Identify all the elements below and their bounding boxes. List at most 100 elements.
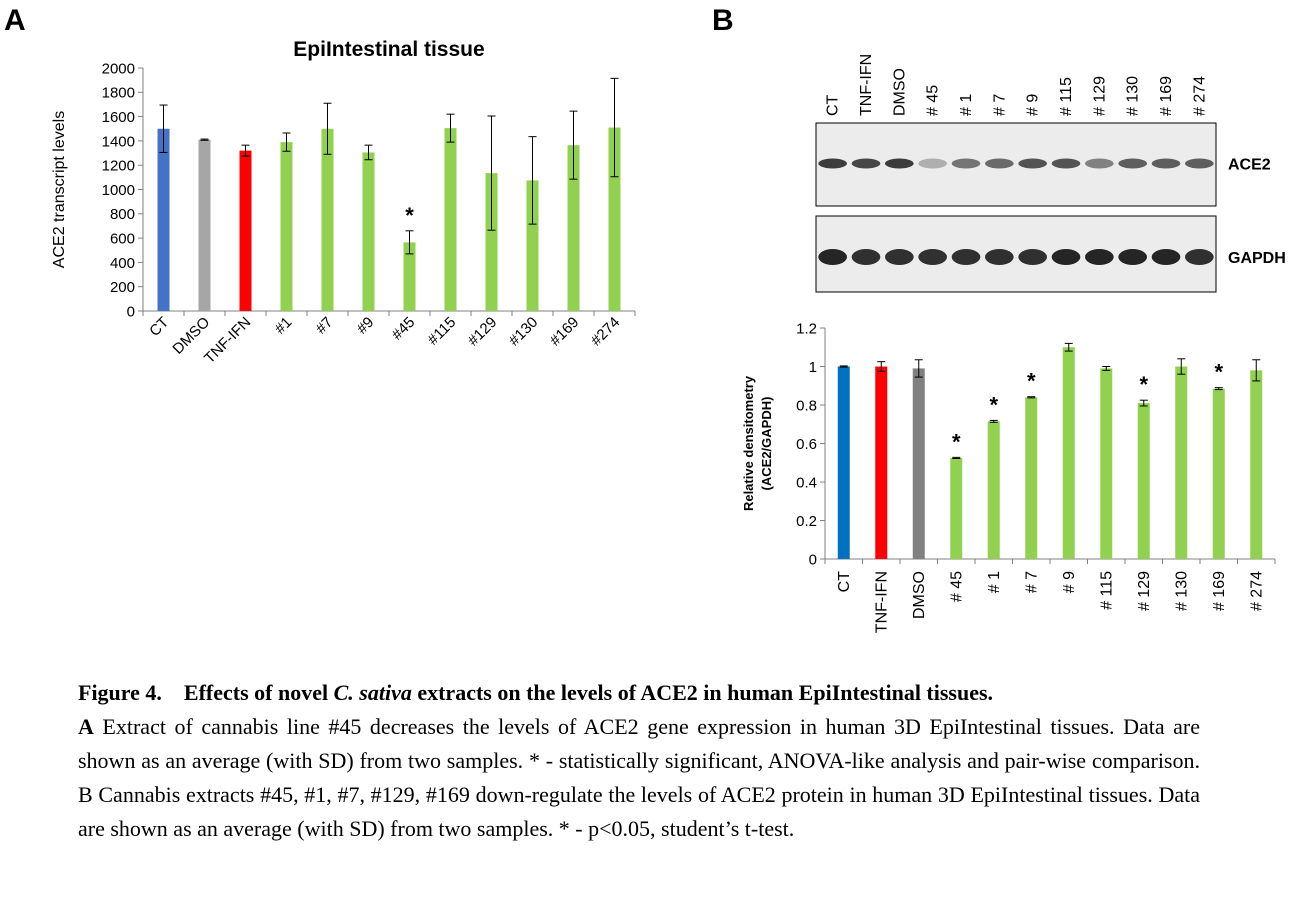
y-tick-label: 0.6 [796,436,817,453]
blot-band-ace2-130 [1118,158,1147,169]
x-tick-label-1: #1 [272,314,296,338]
blot-band-gapdh-tnf-ifn [851,249,881,265]
significance-star-45: * [952,429,961,454]
bar-1 [987,421,1000,559]
y-tick-label: 1800 [102,85,135,102]
bar-9 [362,152,375,311]
blot-lane-label-dmso: DMSO [891,68,908,116]
x-tick-label-169: # 169 [1211,571,1228,611]
x-tick-label-169: #169 [547,314,583,350]
blot-lane-label-130: # 130 [1125,76,1142,116]
blot-band-ace2-274 [1185,158,1214,169]
blot-band-ace2-dmso [885,158,914,169]
blot-band-gapdh-7 [985,249,1014,265]
bar-9 [1062,347,1075,559]
bar-tnf-ifn [239,150,252,311]
bar-45 [403,242,416,311]
bar-130 [1175,366,1188,559]
blot-band-gapdh-9 [1018,249,1047,265]
y-tick-label: 1400 [102,133,135,150]
x-tick-label-130: # 130 [1173,571,1190,611]
x-tick-label-130: #130 [506,314,542,350]
blot-membrane-gapdh [815,215,1217,293]
blot-band-gapdh-130 [1118,249,1147,265]
blot-band-gapdh-45 [918,249,947,265]
bar-dmso [912,368,925,559]
y-axis-label: ACE2 transcript levels [51,111,68,268]
blot-lane-label-129: # 129 [1091,76,1108,116]
bar-129 [485,173,498,311]
blot-membrane-ace2 [815,122,1217,207]
y-tick-label: 1 [809,359,817,376]
blot-lane-label-169: # 169 [1158,76,1175,116]
chart-a-epiintestinal-transcript: EpiIntestinal tissue 0 200 400 600 800 1000 120… [51,38,636,367]
blot-band-gapdh-274 [1185,249,1214,265]
x-tick-label-9: # 9 [1061,571,1078,593]
panel-label-b: B [712,4,734,37]
x-tick-label-ct: CT [836,571,853,593]
y-tick-label: 1200 [102,158,135,175]
caption-a-label: A [78,714,94,739]
significance-star-45: * [405,203,414,228]
caption-figure-label: Figure 4. [78,680,162,705]
y-tick-label: 0.4 [796,474,817,491]
x-tick-label-274: # 274 [1248,571,1265,611]
bar-129 [1137,403,1150,559]
y-tick-label: 0 [127,303,135,320]
y-tick-label: 200 [110,279,135,296]
blot-lane-label-ct: CT [825,94,842,116]
y-tick-label: 400 [110,255,135,272]
x-tick-label-129: # 129 [1136,571,1153,611]
x-tick-label-9: #9 [354,314,378,338]
x-tick-label-tnf-ifn: TNF-IFN [873,571,890,633]
bar-dmso [198,139,211,311]
blot-band-gapdh-169 [1151,249,1181,265]
blot-row-label-ace2: ACE2 [1228,157,1271,174]
bar-45 [950,457,963,559]
bar-169 [567,145,580,311]
x-tick-label-115: # 115 [1098,571,1115,610]
y-tick-label: 0.2 [796,513,817,530]
bar-274 [608,127,621,311]
blot-band-ace2-169 [1151,158,1181,169]
y-tick-label: 2000 [102,60,135,77]
bar-7 [1025,397,1038,559]
caption-body: A Extract of cannabis line #45 decreases… [78,710,1200,846]
bar-130 [526,180,539,311]
caption-title-before: Effects of novel [183,680,334,705]
bar-ct [837,366,850,559]
blot-lane-label-115: # 115 [1058,77,1075,116]
blot-band-gapdh-129 [1085,249,1114,265]
bar-115 [444,128,457,311]
significance-star-7: * [1027,369,1036,394]
panel-label-a: A [4,4,26,37]
x-tick-label-115: #115 [424,314,459,349]
caption-a-text: Extract of cannabis line #45 decreases t… [78,714,1200,841]
bar-tnf-ifn [875,366,888,559]
blot-lane-label-9: # 9 [1025,94,1042,116]
x-tick-label-129: #129 [465,314,501,350]
blot-lane-label-1: # 1 [958,94,975,116]
x-tick-label-dmso: DMSO [911,571,928,619]
significance-star-1: * [989,392,998,417]
chart-title: EpiIntestinal tissue [293,38,484,61]
significance-star-129: * [1139,372,1148,397]
y-tick-label: 1000 [102,182,135,199]
blot-band-gapdh-1 [951,249,981,265]
significance-star-169: * [1214,360,1223,385]
y-tick-label: 1600 [102,109,135,126]
figure-caption: Figure 4. Effects of novel C. sativa ext… [78,676,1200,846]
blot-band-gapdh-dmso [885,249,914,265]
x-tick-label-7: # 7 [1023,571,1040,593]
blot-lane-label-7: # 7 [991,94,1008,116]
bar-274 [1250,370,1263,559]
x-tick-label-1: # 1 [986,571,1003,593]
caption-title-italic: C. sativa [333,680,412,705]
blot-row-label-gapdh: GAPDH [1228,250,1286,267]
blot-band-ace2-7 [985,158,1014,169]
blot-band-gapdh-ct [818,249,847,265]
bar-115 [1100,368,1113,559]
y-tick-label: 600 [110,231,135,248]
blot-band-gapdh-115 [1051,249,1081,265]
bar-1 [280,142,293,311]
